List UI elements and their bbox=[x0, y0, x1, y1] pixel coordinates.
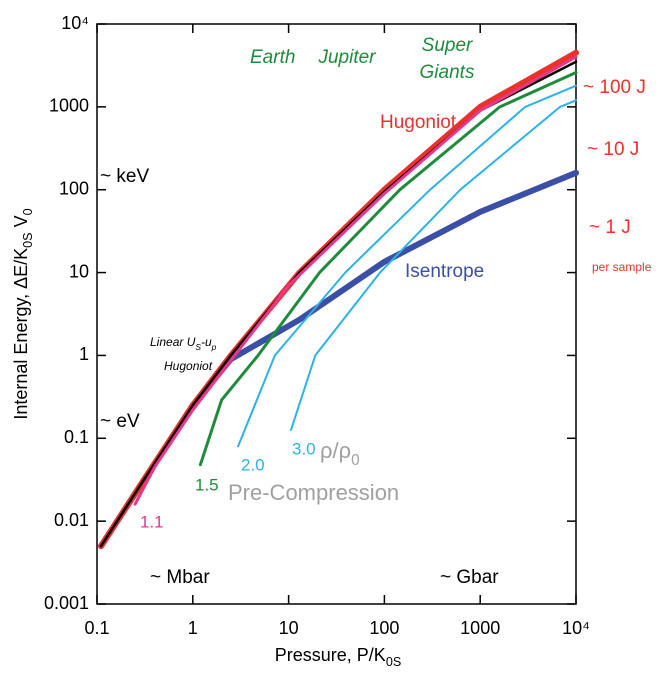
y-tick-label: 100 bbox=[59, 178, 89, 198]
annotation: Hugoniot bbox=[164, 359, 213, 373]
y-tick-label: 10⁴ bbox=[61, 13, 89, 33]
annotation: Linear US-up bbox=[150, 335, 217, 352]
text-part: Pressure, P/K bbox=[275, 645, 386, 665]
y-tick-label: 10 bbox=[69, 261, 89, 281]
plot-frame bbox=[96, 23, 577, 605]
annotation: ~ 100 J bbox=[583, 77, 646, 98]
annotation: ~ eV bbox=[100, 411, 140, 432]
text-part: ρ/ρ bbox=[320, 438, 351, 463]
text-part: 0 bbox=[21, 208, 35, 215]
series-label: 1.1 bbox=[140, 512, 164, 531]
text-part: 0S bbox=[21, 232, 35, 247]
series-line bbox=[133, 55, 578, 506]
x-axis-label: Pressure, P/K0S bbox=[275, 645, 401, 670]
series-label: Hugoniot bbox=[380, 112, 457, 133]
y-tick-label: 1000 bbox=[49, 96, 89, 116]
annotation: Pre-Compression bbox=[228, 480, 399, 505]
annotation: Jupiter bbox=[317, 47, 376, 68]
x-tick-label: 10⁴ bbox=[562, 618, 590, 638]
annotation: ~ keV bbox=[100, 166, 149, 187]
series-label: Isentrope bbox=[405, 261, 484, 282]
series-label: 2.0 bbox=[241, 455, 265, 474]
text-part: Linear U bbox=[150, 335, 196, 349]
x-tick-label: 0.1 bbox=[84, 618, 109, 638]
annotation: ~ 1 J bbox=[589, 217, 631, 238]
series-line bbox=[98, 49, 579, 550]
x-tick-label: 1 bbox=[188, 618, 198, 638]
y-tick-label: 0.001 bbox=[44, 593, 89, 613]
x-tick-label: 100 bbox=[369, 618, 399, 638]
annotation: ~ Gbar bbox=[440, 567, 499, 588]
y-tick-label: 1 bbox=[79, 344, 89, 364]
annotation: ρ/ρ0 bbox=[320, 438, 360, 469]
annotation: per sample bbox=[592, 260, 652, 274]
series-line bbox=[237, 84, 577, 448]
annotation: Super bbox=[422, 35, 473, 56]
annotation: Earth bbox=[250, 47, 295, 68]
series-label: 1.5 bbox=[195, 475, 219, 494]
annotation: ~ 10 J bbox=[587, 139, 639, 160]
text-part: V bbox=[11, 215, 31, 232]
text-part: Internal Energy, ΔE/K bbox=[11, 248, 31, 420]
y-tick-label: 0.1 bbox=[64, 427, 89, 447]
series-line bbox=[290, 99, 577, 431]
y-axis-label: Internal Energy, ΔE/K0S V0 bbox=[11, 208, 36, 419]
text-part: -u bbox=[201, 335, 212, 349]
text-part: 0 bbox=[351, 452, 360, 469]
y-tick-label: 0.01 bbox=[54, 510, 89, 530]
annotation: ~ Mbar bbox=[150, 567, 210, 588]
text-part: S bbox=[195, 342, 201, 352]
x-tick-label: 10 bbox=[279, 618, 299, 638]
series-line bbox=[99, 60, 578, 548]
curves bbox=[98, 49, 579, 550]
text-part: 0S bbox=[386, 655, 401, 669]
annotation: Giants bbox=[420, 62, 475, 83]
series-label: 3.0 bbox=[292, 439, 316, 458]
text-part: p bbox=[211, 342, 217, 352]
series-line bbox=[198, 71, 578, 467]
x-tick-label: 1000 bbox=[460, 618, 500, 638]
